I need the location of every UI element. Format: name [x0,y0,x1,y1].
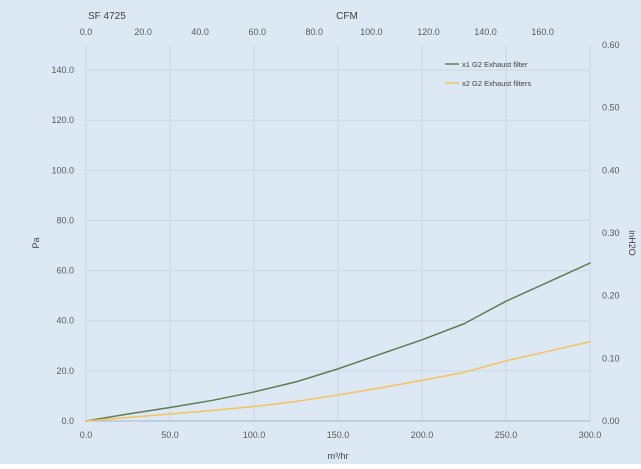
series-line-1 [85,262,591,422]
x-tick-label: 0.0 [80,430,93,440]
y-right-axis-label: inH2O [627,230,637,256]
y-tick-label: 120.0 [51,115,74,125]
legend-label-1: x1 G2 Exhaust filter [462,60,528,69]
y-right-tick-label: 0.10 [602,353,620,363]
x-top-tick-label: 100.0 [360,27,383,37]
x-top-tick-label: 60.0 [248,27,266,37]
x-top-tick-label: 0.0 [80,27,93,37]
series-line-2 [85,341,591,422]
y-tick-label: 60.0 [56,266,74,276]
y-right-tick-label: 0.40 [602,165,620,175]
y-right-tick-label: 0.50 [602,103,620,113]
y-right-tick-label: 0.30 [602,228,620,238]
y-tick-label: 140.0 [51,65,74,75]
legend-label-2: x2 G2 Exhaust filters [462,79,531,88]
y-tick-label: 80.0 [56,215,74,225]
x-axis-label: m³/hr [328,451,349,461]
x-tick-label: 250.0 [495,430,518,440]
x-tick-label: 50.0 [161,430,179,440]
axis-ticks: 0.0 50.0 100.0 150.0 200.0 250.0 300.0 0.0 20.0 4… [51,27,619,440]
x-tick-label: 300.0 [579,430,602,440]
x-top-axis-label: CFM [336,11,358,22]
grid [85,45,591,422]
y-axis-label: Pa [31,237,41,248]
y-right-tick-label: 0.60 [602,40,620,50]
y-right-tick-label: 0.20 [602,291,620,301]
x-top-tick-label: 40.0 [191,27,209,37]
series-lines [85,262,591,422]
x-top-tick-label: 120.0 [417,27,440,37]
legend: x1 G2 Exhaust filter x2 G2 Exhaust filter… [445,60,531,88]
x-tick-label: 100.0 [243,430,266,440]
x-top-tick-label: 80.0 [306,27,324,37]
y-tick-label: 20.0 [56,366,74,376]
x-top-tick-label: 160.0 [531,27,554,37]
y-tick-label: 0.0 [61,416,74,426]
y-tick-label: 40.0 [56,316,74,326]
x-top-tick-label: 140.0 [474,27,497,37]
x-tick-label: 150.0 [327,430,350,440]
x-tick-label: 200.0 [411,430,434,440]
x-top-tick-label: 20.0 [134,27,152,37]
y-tick-label: 100.0 [51,165,74,175]
chart-title: SF 4725 [88,11,126,22]
y-right-tick-label: 0.00 [602,416,620,426]
